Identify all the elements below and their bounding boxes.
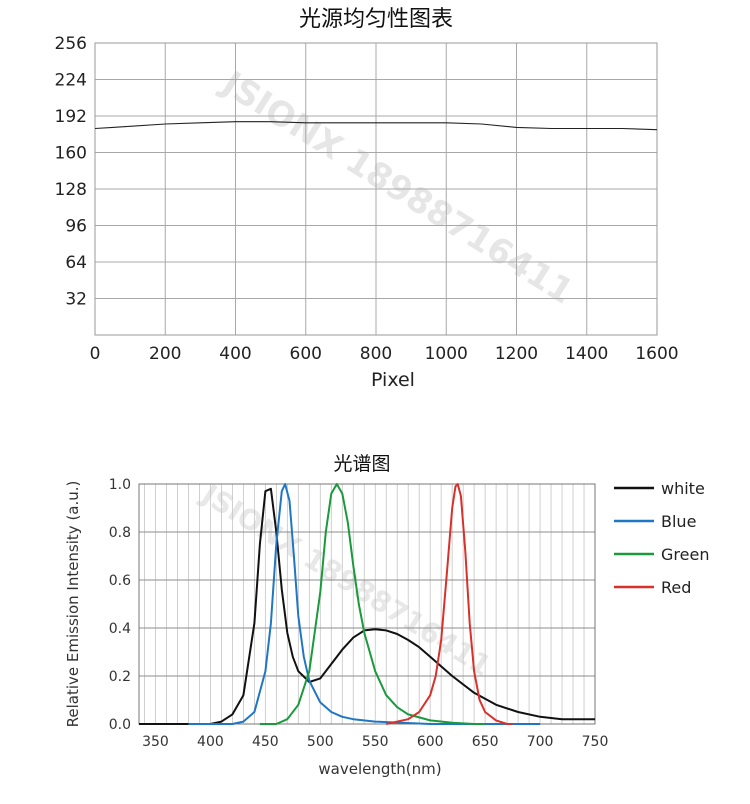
- uniformity-x-tick-label: 0: [90, 344, 101, 364]
- uniformity-chart: 光源均匀性图表 JSIONX 18988716411 32 64 96 128 160 1…: [55, 7, 679, 391]
- spectrum-x-ticks: 350 400 450 500 550 600 650 700 750: [142, 734, 608, 750]
- spectrum-y-tick-label: 0.6: [109, 573, 131, 589]
- uniformity-x-tick-label: 600: [290, 344, 322, 364]
- spectrum-y-tick-label: 0.8: [109, 525, 131, 541]
- spectrum-x-tick-label: 700: [527, 734, 554, 750]
- spectrum-chart: 光谱图 JSIONX 18988716411 0.00.20.40.60.81.…: [64, 453, 709, 778]
- spectrum-x-axis-label: wavelength(nm): [318, 760, 441, 778]
- uniformity-x-tick-label: 400: [219, 344, 251, 364]
- spectrum-x-tick-label: 650: [472, 734, 499, 750]
- legend-label-blue: Blue: [661, 512, 696, 531]
- uniformity-x-tick-label: 1000: [425, 344, 468, 364]
- uniformity-series: [94, 121, 658, 131]
- spectrum-y-tick-label: 0.2: [109, 669, 131, 685]
- uniformity-grid: [94, 42, 658, 335]
- uniformity-y-tick-label: 96: [65, 217, 87, 237]
- spectrum-x-tick-label: 750: [582, 734, 609, 750]
- spectrum-y-tick-label: 0.4: [109, 621, 131, 637]
- spectrum-y-tick-label: 0.0: [109, 717, 131, 733]
- uniformity-y-tick-label: 192: [55, 107, 87, 127]
- uniformity-x-axis-label: Pixel: [371, 369, 415, 391]
- spectrum-legend: white Blue Green Red: [614, 479, 709, 597]
- spectrum-y-ticks: 0.0 0.2 0.4 0.6 0.8 1.0: [109, 477, 131, 733]
- uniformity-y-tick-label: 128: [55, 180, 87, 200]
- spectrum-plot-frame: [138, 483, 596, 725]
- uniformity-y-tick-label: 256: [55, 34, 87, 54]
- spectrum-series-blue: [188, 483, 541, 725]
- uniformity-y-ticks: 32 64 96 128 160 192 224 256: [55, 34, 87, 310]
- legend-label-red: Red: [661, 578, 691, 597]
- spectrum-series: [139, 483, 595, 725]
- spectrum-x-tick-label: 400: [197, 734, 224, 750]
- spectrum-series-white: [139, 487, 595, 725]
- uniformity-x-tick-label: 1600: [635, 344, 678, 364]
- spectrum-x-tick-label: 500: [307, 734, 334, 750]
- uniformity-x-tick-label: 800: [360, 344, 392, 364]
- spectrum-x-tick-label: 600: [417, 734, 444, 750]
- uniformity-series-line: [94, 121, 658, 131]
- spectrum-y-axis-label: Relative Emission Intensity (a.u.): [64, 481, 82, 728]
- watermark: JSIONX 18988716411: [214, 63, 581, 313]
- uniformity-x-tick-label: 200: [149, 344, 181, 364]
- uniformity-chart-title: 光源均匀性图表: [299, 7, 453, 32]
- spectrum-series-green: [259, 483, 486, 725]
- spectrum-x-tick-label: 350: [142, 734, 169, 750]
- uniformity-y-tick-label: 64: [65, 253, 87, 273]
- uniformity-x-tick-label: 1400: [565, 344, 608, 364]
- spectrum-chart-title: 光谱图: [333, 453, 390, 475]
- uniformity-x-ticks: 0 200 400 600 800 1000 1200 1400 1600: [90, 344, 679, 364]
- spectrum-series-red: [385, 483, 513, 725]
- spectrum-y-tick-label: 1.0: [109, 477, 131, 493]
- legend-label-white: white: [661, 479, 705, 498]
- uniformity-y-tick-label: 32: [65, 290, 87, 310]
- spectrum-x-tick-label: 550: [362, 734, 389, 750]
- uniformity-y-tick-label: 160: [55, 144, 87, 164]
- spectrum-grid: [139, 483, 595, 725]
- uniformity-plot-frame: [94, 42, 658, 336]
- uniformity-y-tick-label: 224: [55, 71, 87, 91]
- legend-label-green: Green: [661, 545, 709, 564]
- spectrum-x-tick-label: 450: [252, 734, 279, 750]
- uniformity-x-tick-label: 1200: [495, 344, 538, 364]
